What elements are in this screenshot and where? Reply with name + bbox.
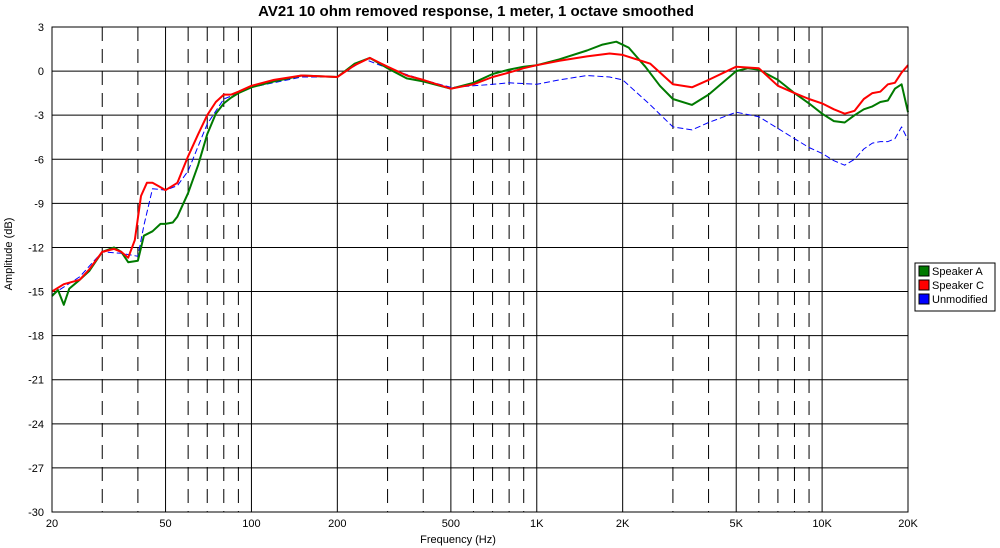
legend: Speaker A Speaker C Unmodified [914,262,996,312]
chart-title: AV21 10 ohm removed response, 1 meter, 1… [258,3,694,20]
y-tick-label: -30 [28,507,44,519]
x-axis-label: Frequency (Hz) [420,534,496,546]
legend-swatch [918,265,930,277]
legend-label: Unmodified [932,294,988,306]
x-tick-label: 200 [328,518,346,530]
y-tick-label: -24 [28,419,44,431]
y-tick-label: -12 [28,242,44,254]
legend-label: Speaker C [932,280,984,292]
y-tick-label: -18 [28,331,44,343]
y-tick-label: -6 [34,154,44,166]
x-tick-label: 10K [812,518,832,530]
y-tick-label: 3 [38,22,44,34]
series-lines [51,40,909,306]
y-tick-label: -3 [34,110,44,122]
y-tick-label: -21 [28,375,44,387]
legend-swatch [918,279,930,291]
x-tick-label: 1K [530,518,544,530]
x-tick-label: 5K [729,518,743,530]
x-tick-labels: 20 50 100 200 500 1K 2K 5K 10K 20K [46,518,919,530]
x-tick-label: 50 [159,518,171,530]
x-tick-label: 500 [442,518,460,530]
x-tick-label: 100 [242,518,260,530]
series-line-speaker-c [51,52,909,293]
y-tick-label: -27 [28,463,44,475]
legend-label: Speaker A [932,266,983,278]
legend-swatch [918,293,930,305]
plot-area [51,26,909,513]
y-tick-label: -15 [28,287,44,299]
y-tick-labels: 3 0 -3 -6 -9 -12 -15 -18 -21 -24 -27 -30 [28,22,44,519]
x-tick-label: 20K [898,518,918,530]
x-tick-label: 2K [616,518,630,530]
x-tick-label: 20 [46,518,58,530]
y-tick-label: -9 [34,198,44,210]
plot-frame [51,26,909,513]
legend-items: Speaker A Speaker C Unmodified [918,265,988,306]
y-tick-label: 0 [38,66,44,78]
y-axis-label: Amplitude (dB) [3,218,15,291]
